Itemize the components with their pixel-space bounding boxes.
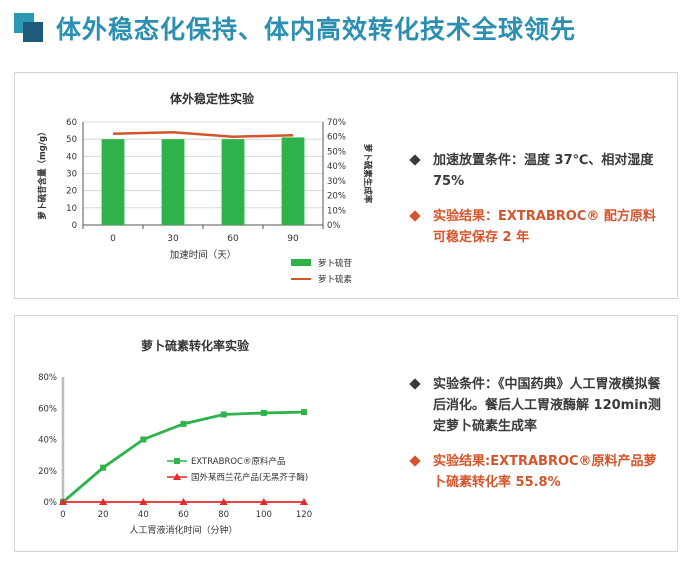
stability-panel: 体外稳定性实验 0 10 20 30 40 50 60 0% 10% 20% 30% 40% 50% 60%… [14,72,678,299]
conversion-chart: 萝卜硫素转化率实验 0% 20% 40% 60% 80% 0 20 40 60 80 100 120 人工… [38,338,312,536]
y2-tick-label: 60% [327,133,346,143]
y-tick-label: 10 [66,204,77,214]
data-point [219,498,228,505]
x-tick-label: 90 [287,234,299,244]
result-text: 实验结果:EXTRABROC®原料产品萝卜硫素转化率 55.8% [433,454,657,490]
stability-notes: 加速放置条件：温度 37℃、相对湿度 75% 实验结果：EXTRABROC® 配… [409,150,667,262]
legend-label: 国外某西兰花产品(无黑芥子酶) [191,472,308,483]
x-tick-label: 0 [110,234,116,244]
y-tick-label: 80% [38,373,57,383]
data-point [301,409,307,416]
y-tick-label: 40 [66,152,77,162]
y2-tick-label: 40% [327,162,346,172]
logo-squares-icon [14,13,44,43]
data-point [139,498,148,505]
y-tick-label: 40% [38,436,57,446]
chart-title: 萝卜硫素转化率实验 [141,338,250,353]
condition-bullet: 实验条件：《中国药典》人工胃液模拟餐后消化。餐后人工胃液酶解 120min测定萝… [409,374,667,437]
bar [281,137,305,225]
x-tick-label: 80 [218,510,229,520]
x-tick-label: 20 [98,510,109,520]
page-header: 体外稳态化保持、体内高效转化技术全球领先 [0,0,692,62]
data-point [179,498,188,505]
page-title: 体外稳态化保持、体内高效转化技术全球领先 [56,15,577,44]
y-tick-label: 20% [38,467,57,477]
result-bullet: 实验结果:EXTRABROC®原料产品萝卜硫素转化率 55.8% [409,451,667,493]
y2-tick-label: 30% [327,177,346,187]
y-tick-label: 20 [66,187,77,197]
diamond-icon [409,378,421,390]
conversion-panel: 萝卜硫素转化率实验 0% 20% 40% 60% 80% 0 20 40 60 80 100 120 人工… [14,315,678,552]
legend-marker [174,458,180,464]
series-line [112,131,294,138]
x-axis-label: 人工胃液消化时间（分钟） [129,524,237,536]
result-text: 实验结果：EXTRABROC® 配方原料可稳定保存 2 年 [433,209,656,245]
condition-text: 加速放置条件：温度 37℃、相对湿度 75% [433,153,654,189]
x-tick-label: 0 [60,510,65,520]
condition-bullet: 加速放置条件：温度 37℃、相对湿度 75% [409,150,667,192]
y-axis-label: 萝卜硫苷含量（mg/g） [37,127,48,219]
data-point [59,498,67,505]
x-tick-label: 40 [138,510,149,520]
y2-tick-label: 10% [327,206,346,216]
diamond-icon [409,154,421,166]
legend-label: 萝卜硫苷 [318,258,353,269]
bar [161,139,185,225]
stability-chart: 体外稳定性实验 0 10 20 30 40 50 60 0% 10% 20% 30% 40% 50% 60%… [37,91,373,285]
data-point [100,464,107,471]
data-point [180,420,187,427]
y2-tick-label: 70% [327,118,346,128]
x-tick-label: 30 [167,234,179,244]
data-point [99,498,108,505]
result-bullet: 实验结果：EXTRABROC® 配方原料可稳定保存 2 年 [409,206,667,248]
chart-title: 体外稳定性实验 [170,91,255,106]
x-tick-label: 60 [227,234,239,244]
x-tick-label: 120 [296,510,312,520]
bar [101,139,125,225]
data-point [220,411,227,418]
diamond-icon [409,455,421,467]
legend-label: EXTRABROC®原料产品 [191,456,285,467]
data-point [300,498,308,505]
legend-swatch-bar [291,259,311,266]
y-tick-label: 60% [38,404,57,414]
y-tick-label: 0 [72,221,77,231]
y2-axis-label: 萝卜硫素生成率 [362,144,373,204]
y2-tick-label: 0% [327,221,341,231]
condition-text: 实验条件：《中国药典》人工胃液模拟餐后消化。餐后人工胃液酶解 120min测定萝… [433,377,661,434]
data-point [260,409,267,416]
diamond-icon [409,210,421,222]
conversion-notes: 实验条件：《中国药典》人工胃液模拟餐后消化。餐后人工胃液酶解 120min测定萝… [409,374,667,507]
legend-marker [173,473,181,480]
y2-tick-label: 50% [327,147,346,157]
x-tick-label: 100 [256,510,272,520]
y-tick-label: 0% [44,498,58,508]
y-tick-label: 60 [66,118,77,128]
x-axis-label: 加速时间（天） [170,249,237,261]
legend-label: 萝卜硫素 [318,274,353,285]
y-tick-label: 50 [66,135,77,145]
data-point [259,498,268,505]
y-tick-label: 30 [66,170,77,180]
data-point [140,436,147,443]
y2-tick-label: 20% [327,192,346,202]
bar [221,139,245,225]
x-tick-label: 60 [178,510,189,520]
